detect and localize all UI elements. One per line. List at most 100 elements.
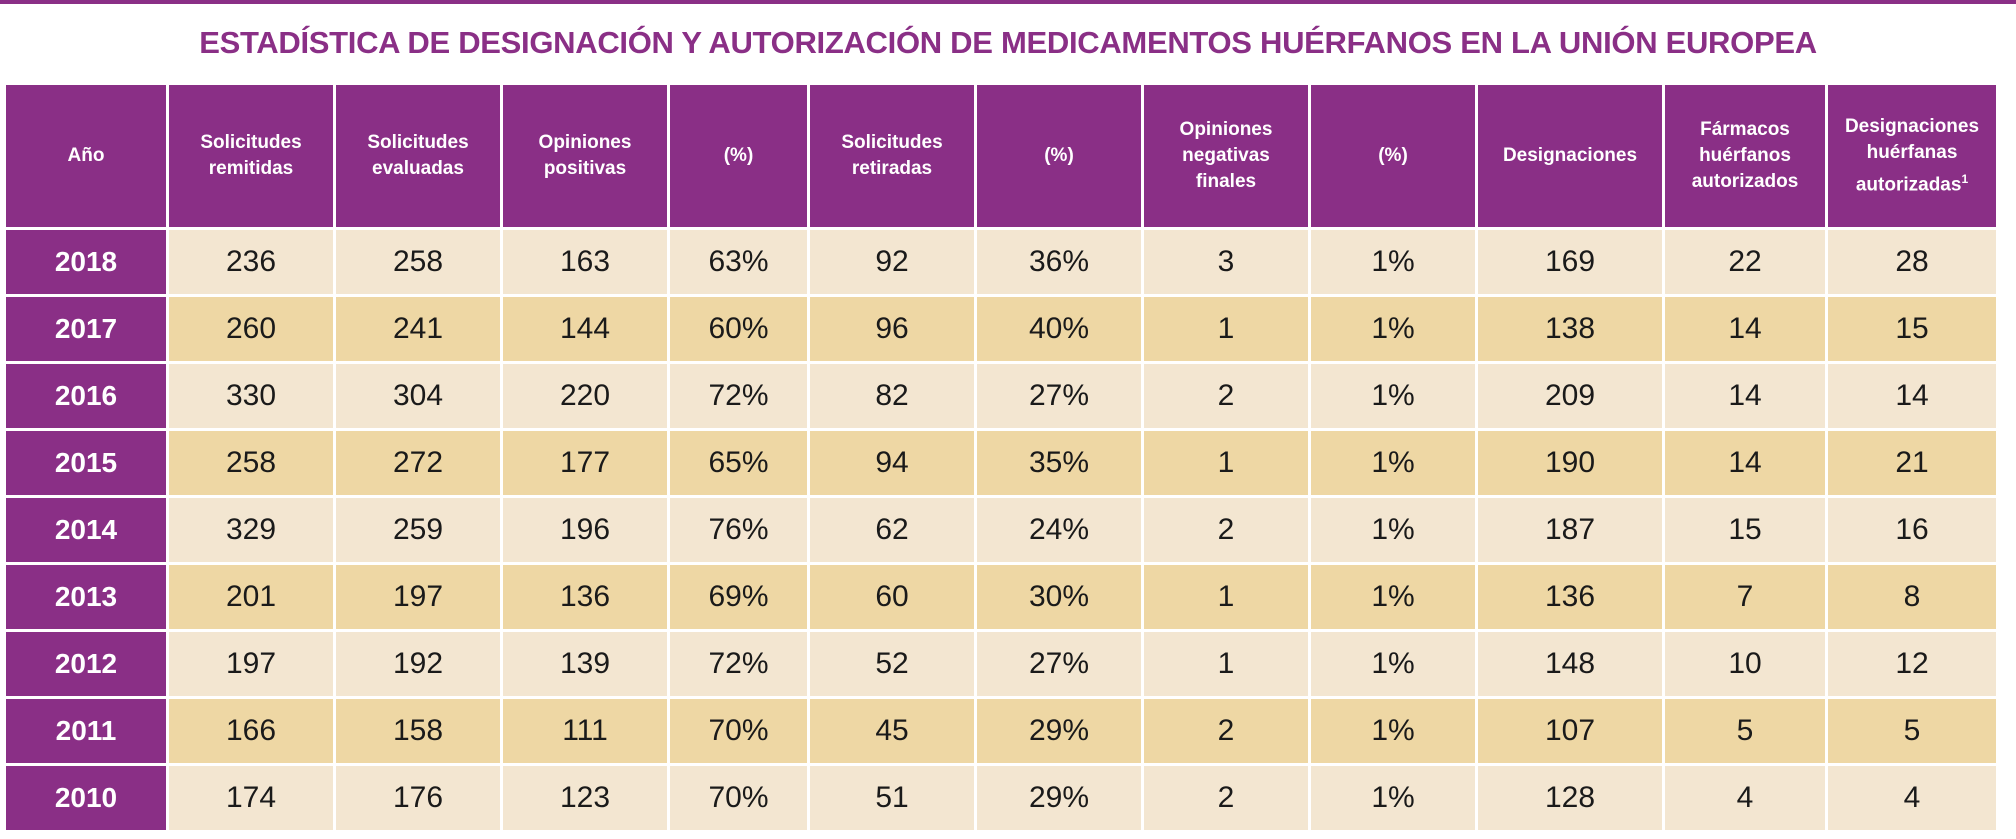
table-cell: 28 [1828, 230, 1996, 294]
header-row: Año Solicitudes remitidas Solicitudes evalua… [6, 85, 1996, 227]
table-cell: 10 [1665, 632, 1825, 696]
table-cell: 82 [810, 364, 974, 428]
table-cell: 52 [810, 632, 974, 696]
header-line: Solicitudes [200, 132, 302, 153]
column-header: Designaciones [1478, 85, 1662, 227]
year-cell: 2016 [6, 364, 166, 428]
table-cell: 128 [1478, 766, 1662, 830]
table-cell: 70% [670, 699, 807, 763]
table-cell: 40% [977, 297, 1141, 361]
table-cell: 258 [336, 230, 500, 294]
table-cell: 96 [810, 297, 974, 361]
table-cell: 209 [1478, 364, 1662, 428]
table-cell: 2 [1144, 766, 1308, 830]
header-line: Designaciones [1502, 145, 1638, 166]
column-header: Designaciones huérfanas autorizadas1 [1828, 85, 1996, 227]
table-cell: 21 [1828, 431, 1996, 495]
orphan-drugs-table: Año Solicitudes remitidas Solicitudes evalua… [3, 82, 1999, 833]
table-cell: 136 [503, 565, 667, 629]
table-cell: 12 [1828, 632, 1996, 696]
column-header: Solicitudes remitidas [169, 85, 333, 227]
table-cell: 177 [503, 431, 667, 495]
table-cell: 1% [1311, 699, 1475, 763]
header-line: autorizadas [1855, 174, 1962, 196]
page-title: ESTADÍSTICA DE DESIGNACIÓN Y AUTORIZACIÓ… [199, 25, 1817, 60]
table-cell: 30% [977, 565, 1141, 629]
table-cell: 1 [1144, 632, 1308, 696]
table-cell: 1% [1311, 230, 1475, 294]
table-cell: 201 [169, 565, 333, 629]
column-header: Opiniones positivas [503, 85, 667, 227]
table-cell: 1% [1311, 632, 1475, 696]
header-line: evaluadas [372, 158, 464, 179]
table-cell: 94 [810, 431, 974, 495]
table-row: 2017 260 241 144 60% 96 40% 1 1% 138 14 15 [6, 297, 1996, 361]
table-cell: 176 [336, 766, 500, 830]
table-cell: 1 [1144, 431, 1308, 495]
table-cell: 63% [670, 230, 807, 294]
table-cell: 27% [977, 364, 1141, 428]
header-line: autorizados [1691, 171, 1799, 192]
table-cell: 258 [169, 431, 333, 495]
table-cell: 45 [810, 699, 974, 763]
table-cell: 70% [670, 766, 807, 830]
year-cell: 2018 [6, 230, 166, 294]
table-cell: 29% [977, 766, 1141, 830]
column-header: (%) [1311, 85, 1475, 227]
table-row: 2010 174 176 123 70% 51 29% 2 1% 128 4 4 [6, 766, 1996, 830]
table-cell: 272 [336, 431, 500, 495]
table-row: 2013 201 197 136 69% 60 30% 1 1% 136 7 8 [6, 565, 1996, 629]
table-row: 2012 197 192 139 72% 52 27% 1 1% 148 10 12 [6, 632, 1996, 696]
header-line: huérfanas [1866, 141, 1958, 163]
table-cell: 1% [1311, 498, 1475, 562]
year-cell: 2017 [6, 297, 166, 361]
header-line: Designaciones [1844, 115, 1980, 137]
table-cell: 1% [1311, 431, 1475, 495]
table-cell: 138 [1478, 297, 1662, 361]
year-cell: 2011 [6, 699, 166, 763]
table-cell: 2 [1144, 364, 1308, 428]
table-row: 2016 330 304 220 72% 82 27% 2 1% 209 14 14 [6, 364, 1996, 428]
table-cell: 72% [670, 364, 807, 428]
table-cell: 5 [1828, 699, 1996, 763]
table-cell: 1 [1144, 565, 1308, 629]
table-cell: 158 [336, 699, 500, 763]
table-cell: 4 [1828, 766, 1996, 830]
footnote-marker: 1 [1961, 171, 1969, 186]
table-cell: 192 [336, 632, 500, 696]
column-header: Solicitudes retiradas [810, 85, 974, 227]
table-cell: 8 [1828, 565, 1996, 629]
table-cell: 60% [670, 297, 807, 361]
header-line: positivas [543, 158, 627, 179]
table-cell: 197 [336, 565, 500, 629]
table-cell: 330 [169, 364, 333, 428]
year-cell: 2013 [6, 565, 166, 629]
table-cell: 169 [1478, 230, 1662, 294]
table-cell: 27% [977, 632, 1141, 696]
table-cell: 65% [670, 431, 807, 495]
table-cell: 14 [1665, 431, 1825, 495]
year-cell: 2012 [6, 632, 166, 696]
table-cell: 76% [670, 498, 807, 562]
header-line: (%) [1044, 145, 1074, 166]
table-cell: 3 [1144, 230, 1308, 294]
top-rule [0, 0, 2016, 4]
year-cell: 2015 [6, 431, 166, 495]
table-cell: 60 [810, 565, 974, 629]
table-cell: 1% [1311, 364, 1475, 428]
table-cell: 24% [977, 498, 1141, 562]
header-line: finales [1195, 171, 1257, 192]
table-cell: 259 [336, 498, 500, 562]
table-cell: 148 [1478, 632, 1662, 696]
table-cell: 144 [503, 297, 667, 361]
header-line: Año [67, 145, 105, 166]
table-cell: 136 [1478, 565, 1662, 629]
table-cell: 166 [169, 699, 333, 763]
table-cell: 196 [503, 498, 667, 562]
table-cell: 29% [977, 699, 1141, 763]
column-header: Opiniones negativas finales [1144, 85, 1308, 227]
table-cell: 260 [169, 297, 333, 361]
header-line: Opiniones [538, 132, 632, 153]
table-cell: 190 [1478, 431, 1662, 495]
header-line: huérfanos [1699, 145, 1791, 166]
